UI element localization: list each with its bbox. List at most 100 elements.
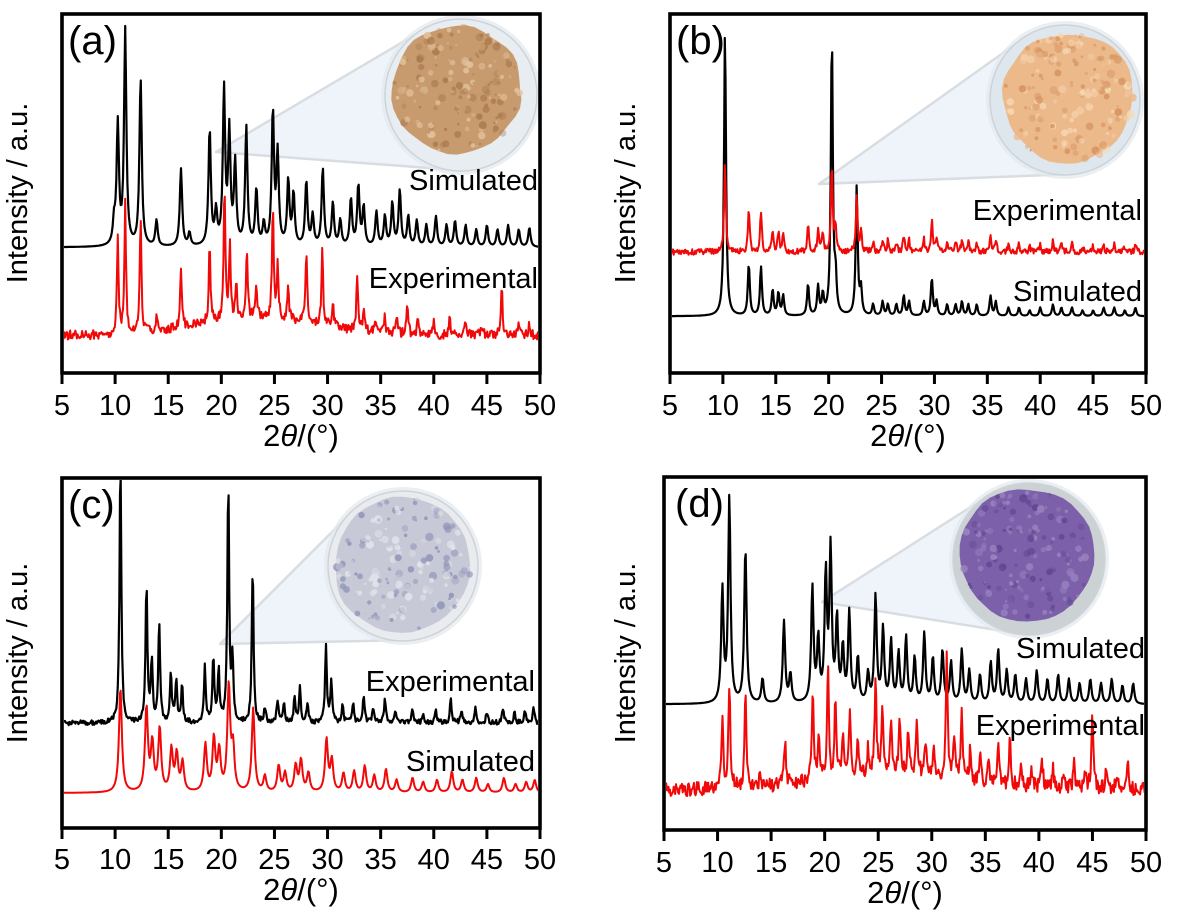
x-axis-label-theta: θ xyxy=(884,875,901,910)
trace-experimental xyxy=(64,195,538,341)
powder-speckle xyxy=(422,585,430,593)
powder-speckle xyxy=(1036,39,1040,44)
powder-speckle xyxy=(1060,550,1067,558)
powder-speckle xyxy=(406,85,409,88)
powder-speckle xyxy=(1029,575,1036,582)
powder-speckle xyxy=(1006,544,1013,551)
x-axis-label: 2θ/(°) xyxy=(870,418,946,453)
powder-speckle xyxy=(1077,523,1085,531)
x-axis-label-theta: θ xyxy=(887,418,904,453)
powder-speckle xyxy=(435,537,442,544)
powder-speckle xyxy=(401,103,407,109)
x-tick-label: 15 xyxy=(152,390,184,422)
powder-speckle xyxy=(368,577,373,582)
powder-speckle xyxy=(1118,115,1123,119)
powder-speckle xyxy=(1080,101,1085,106)
powder-speckle xyxy=(459,89,465,95)
y-axis-label: Intensity / a.u. xyxy=(610,563,642,744)
x-tick-label: 20 xyxy=(813,390,845,422)
powder-speckle xyxy=(1056,552,1062,558)
powder-speckle xyxy=(1025,563,1034,571)
powder-speckle xyxy=(502,77,508,83)
powder-speckle xyxy=(986,561,993,568)
x-tick-label: 35 xyxy=(971,390,1003,422)
x-tick-label: 50 xyxy=(1130,847,1162,879)
powder-speckle xyxy=(973,577,982,586)
powder-speckle xyxy=(399,506,403,510)
powder-speckle xyxy=(437,148,441,152)
powder-speckle xyxy=(1072,150,1079,157)
powder-speckle xyxy=(994,509,999,514)
powder-speckle xyxy=(1002,564,1007,569)
powder-speckle xyxy=(971,520,979,528)
powder-speckle xyxy=(1053,145,1058,150)
series-label-simulated: Simulated xyxy=(406,746,535,778)
powder-speckle xyxy=(359,542,366,549)
powder-speckle xyxy=(516,89,524,97)
powder-speckle xyxy=(488,64,493,68)
powder-speckle xyxy=(1039,578,1043,582)
powder-speckle xyxy=(339,583,346,590)
powder-speckle xyxy=(1013,133,1022,141)
powder-speckle xyxy=(1040,111,1048,119)
powder-speckle xyxy=(1025,613,1031,619)
x-tick-label: 30 xyxy=(311,844,343,876)
powder-speckle xyxy=(476,113,483,120)
powder-speckle xyxy=(1110,109,1115,114)
powder-speckle xyxy=(460,567,468,575)
x-tick-label: 15 xyxy=(152,844,184,876)
powder-speckle xyxy=(990,554,997,561)
powder-speckle xyxy=(407,97,412,101)
powder-speckle xyxy=(358,511,365,519)
powder-speckle xyxy=(415,67,419,71)
powder-speckle xyxy=(1080,84,1086,89)
powder-speckle xyxy=(1044,506,1048,509)
powder-speckle xyxy=(449,137,455,143)
powder-speckle xyxy=(1002,603,1009,610)
powder-speckle xyxy=(352,591,357,595)
x-tick-label: 45 xyxy=(471,844,503,876)
plot-border xyxy=(60,476,542,830)
x-axis-label-theta: θ xyxy=(280,872,297,907)
powder-speckle xyxy=(453,99,457,104)
powder-speckle xyxy=(373,580,378,585)
powder-speckle xyxy=(444,583,448,587)
powder-speckle xyxy=(1029,579,1033,583)
powder-speckle xyxy=(1013,548,1017,552)
powder-speckle xyxy=(991,590,1000,599)
powder-speckle xyxy=(357,590,363,596)
powder-speckle xyxy=(484,89,491,96)
powder-speckle xyxy=(478,43,486,51)
powder-speckle xyxy=(478,108,481,112)
powder-speckle xyxy=(450,545,456,551)
powder-speckle xyxy=(1099,141,1107,150)
powder-speckle xyxy=(1060,517,1067,524)
powder-speckle xyxy=(1107,126,1112,131)
powder-speckle xyxy=(381,604,386,609)
powder-speckle xyxy=(437,32,443,39)
powder-speckle xyxy=(1072,145,1077,150)
powder-speckle xyxy=(1050,604,1055,609)
powder-speckle xyxy=(474,52,479,57)
x-axis-label-unit: /(°) xyxy=(297,418,339,453)
powder-speckle xyxy=(386,591,395,599)
powder-speckle xyxy=(394,505,400,511)
powder-speckle xyxy=(453,574,458,580)
powder-speckle xyxy=(1064,557,1071,563)
powder-speckle xyxy=(447,44,455,52)
powder-speckle xyxy=(415,43,423,51)
powder-speckle xyxy=(1052,562,1060,570)
plot-border xyxy=(60,12,542,375)
powder-speckle xyxy=(416,122,423,129)
powder-speckle xyxy=(399,605,407,613)
powder-speckle xyxy=(398,519,406,526)
powder-speckle xyxy=(1032,86,1035,89)
powder-speckle xyxy=(434,546,439,550)
powder-speckle xyxy=(1042,130,1049,137)
powder-speckle xyxy=(430,588,434,592)
powder-speckle xyxy=(468,565,472,569)
series-label-experimental: Experimental xyxy=(973,195,1142,227)
powder-speckle xyxy=(1014,104,1020,109)
x-tick-label: 25 xyxy=(865,390,897,422)
